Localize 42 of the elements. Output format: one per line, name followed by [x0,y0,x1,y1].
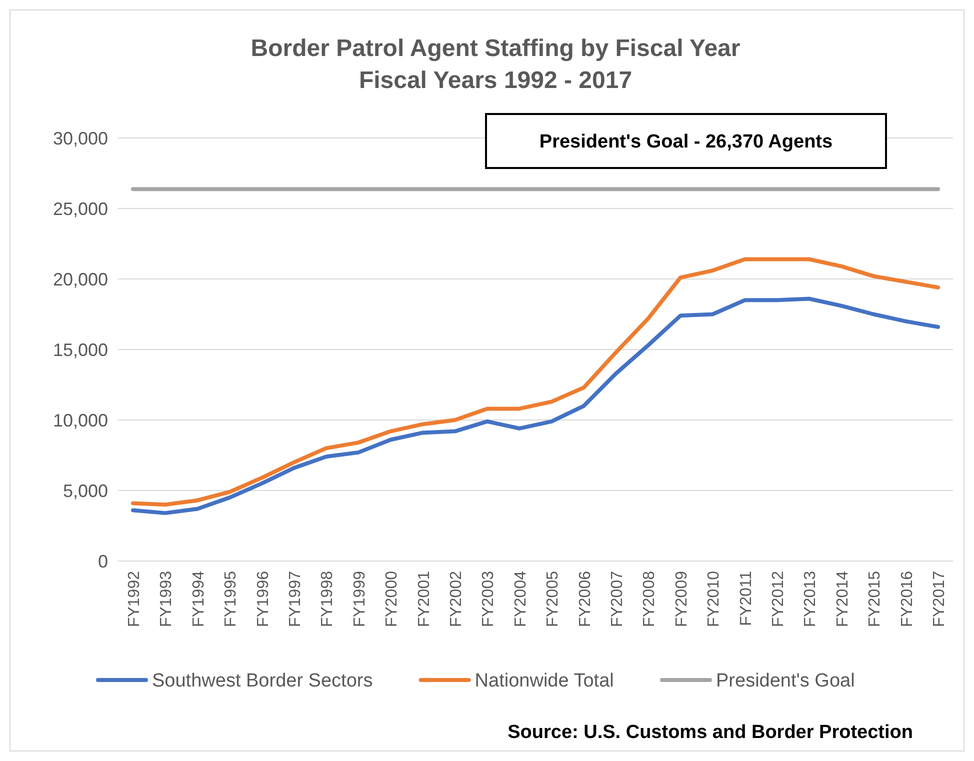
x-tick-label: FY1992 [126,570,143,628]
y-tick-label: 0 [98,551,108,572]
legend-label: Southwest Border Sectors [152,670,373,692]
annotation: President's Goal - 26,370 Agents [539,132,833,153]
line-series [131,257,940,507]
x-tick-label: FY2000 [384,570,401,628]
y-tick-label: 10,000 [52,410,108,430]
x-tick-label: FY2009 [673,570,690,628]
x-tick-label: FY2010 [706,570,723,628]
x-tick-label: FY2001 [416,570,433,628]
line-series [131,296,940,516]
x-tick-label: FY1998 [319,570,336,628]
x-tick-label: FY2002 [448,570,465,628]
x-tick-label: FY2013 [802,570,820,628]
x-tick-label: FY2006 [576,570,594,628]
x-tick-label: FY1996 [254,570,272,628]
x-tick-label: FY2003 [480,570,498,628]
x-tick-label: FY1993 [158,570,176,628]
x-tick-label: FY2011 [738,570,755,626]
x-tick-label: FY2007 [609,570,626,628]
legend-label: President's Goal [716,670,855,692]
x-tick-label: FY2017 [931,570,948,628]
y-tick-label: 25,000 [52,198,108,219]
x-tick-label: FY2008 [641,570,658,628]
source-note: Source: U.S. Customs and Border Protection [508,722,913,743]
y-tick-label: 5,000 [62,480,108,501]
x-tick-label: FY1997 [287,570,304,628]
y-tick-label: 15,000 [52,340,108,360]
x-tick-label: FY2004 [512,570,530,628]
y-tick-label: 20,000 [52,269,108,290]
legend-label: Nationwide Total [474,670,614,692]
chart-subtitle: Fiscal Years 1992 - 2017 [358,67,632,94]
x-tick-label: FY2014 [834,570,852,628]
x-tick-label: FY2005 [544,570,562,628]
x-tick-label: FY1994 [190,570,208,628]
x-tick-label: FY2012 [770,570,787,628]
x-tick-label: FY1995 [222,570,240,628]
chart-title: Border Patrol Agent Staffing by Fiscal Year [250,35,740,62]
x-tick-label: FY1999 [351,570,368,628]
y-tick-label: 30,000 [52,128,108,148]
x-tick-label: FY2016 [898,570,916,628]
x-tick-label: FY2015 [866,570,884,628]
